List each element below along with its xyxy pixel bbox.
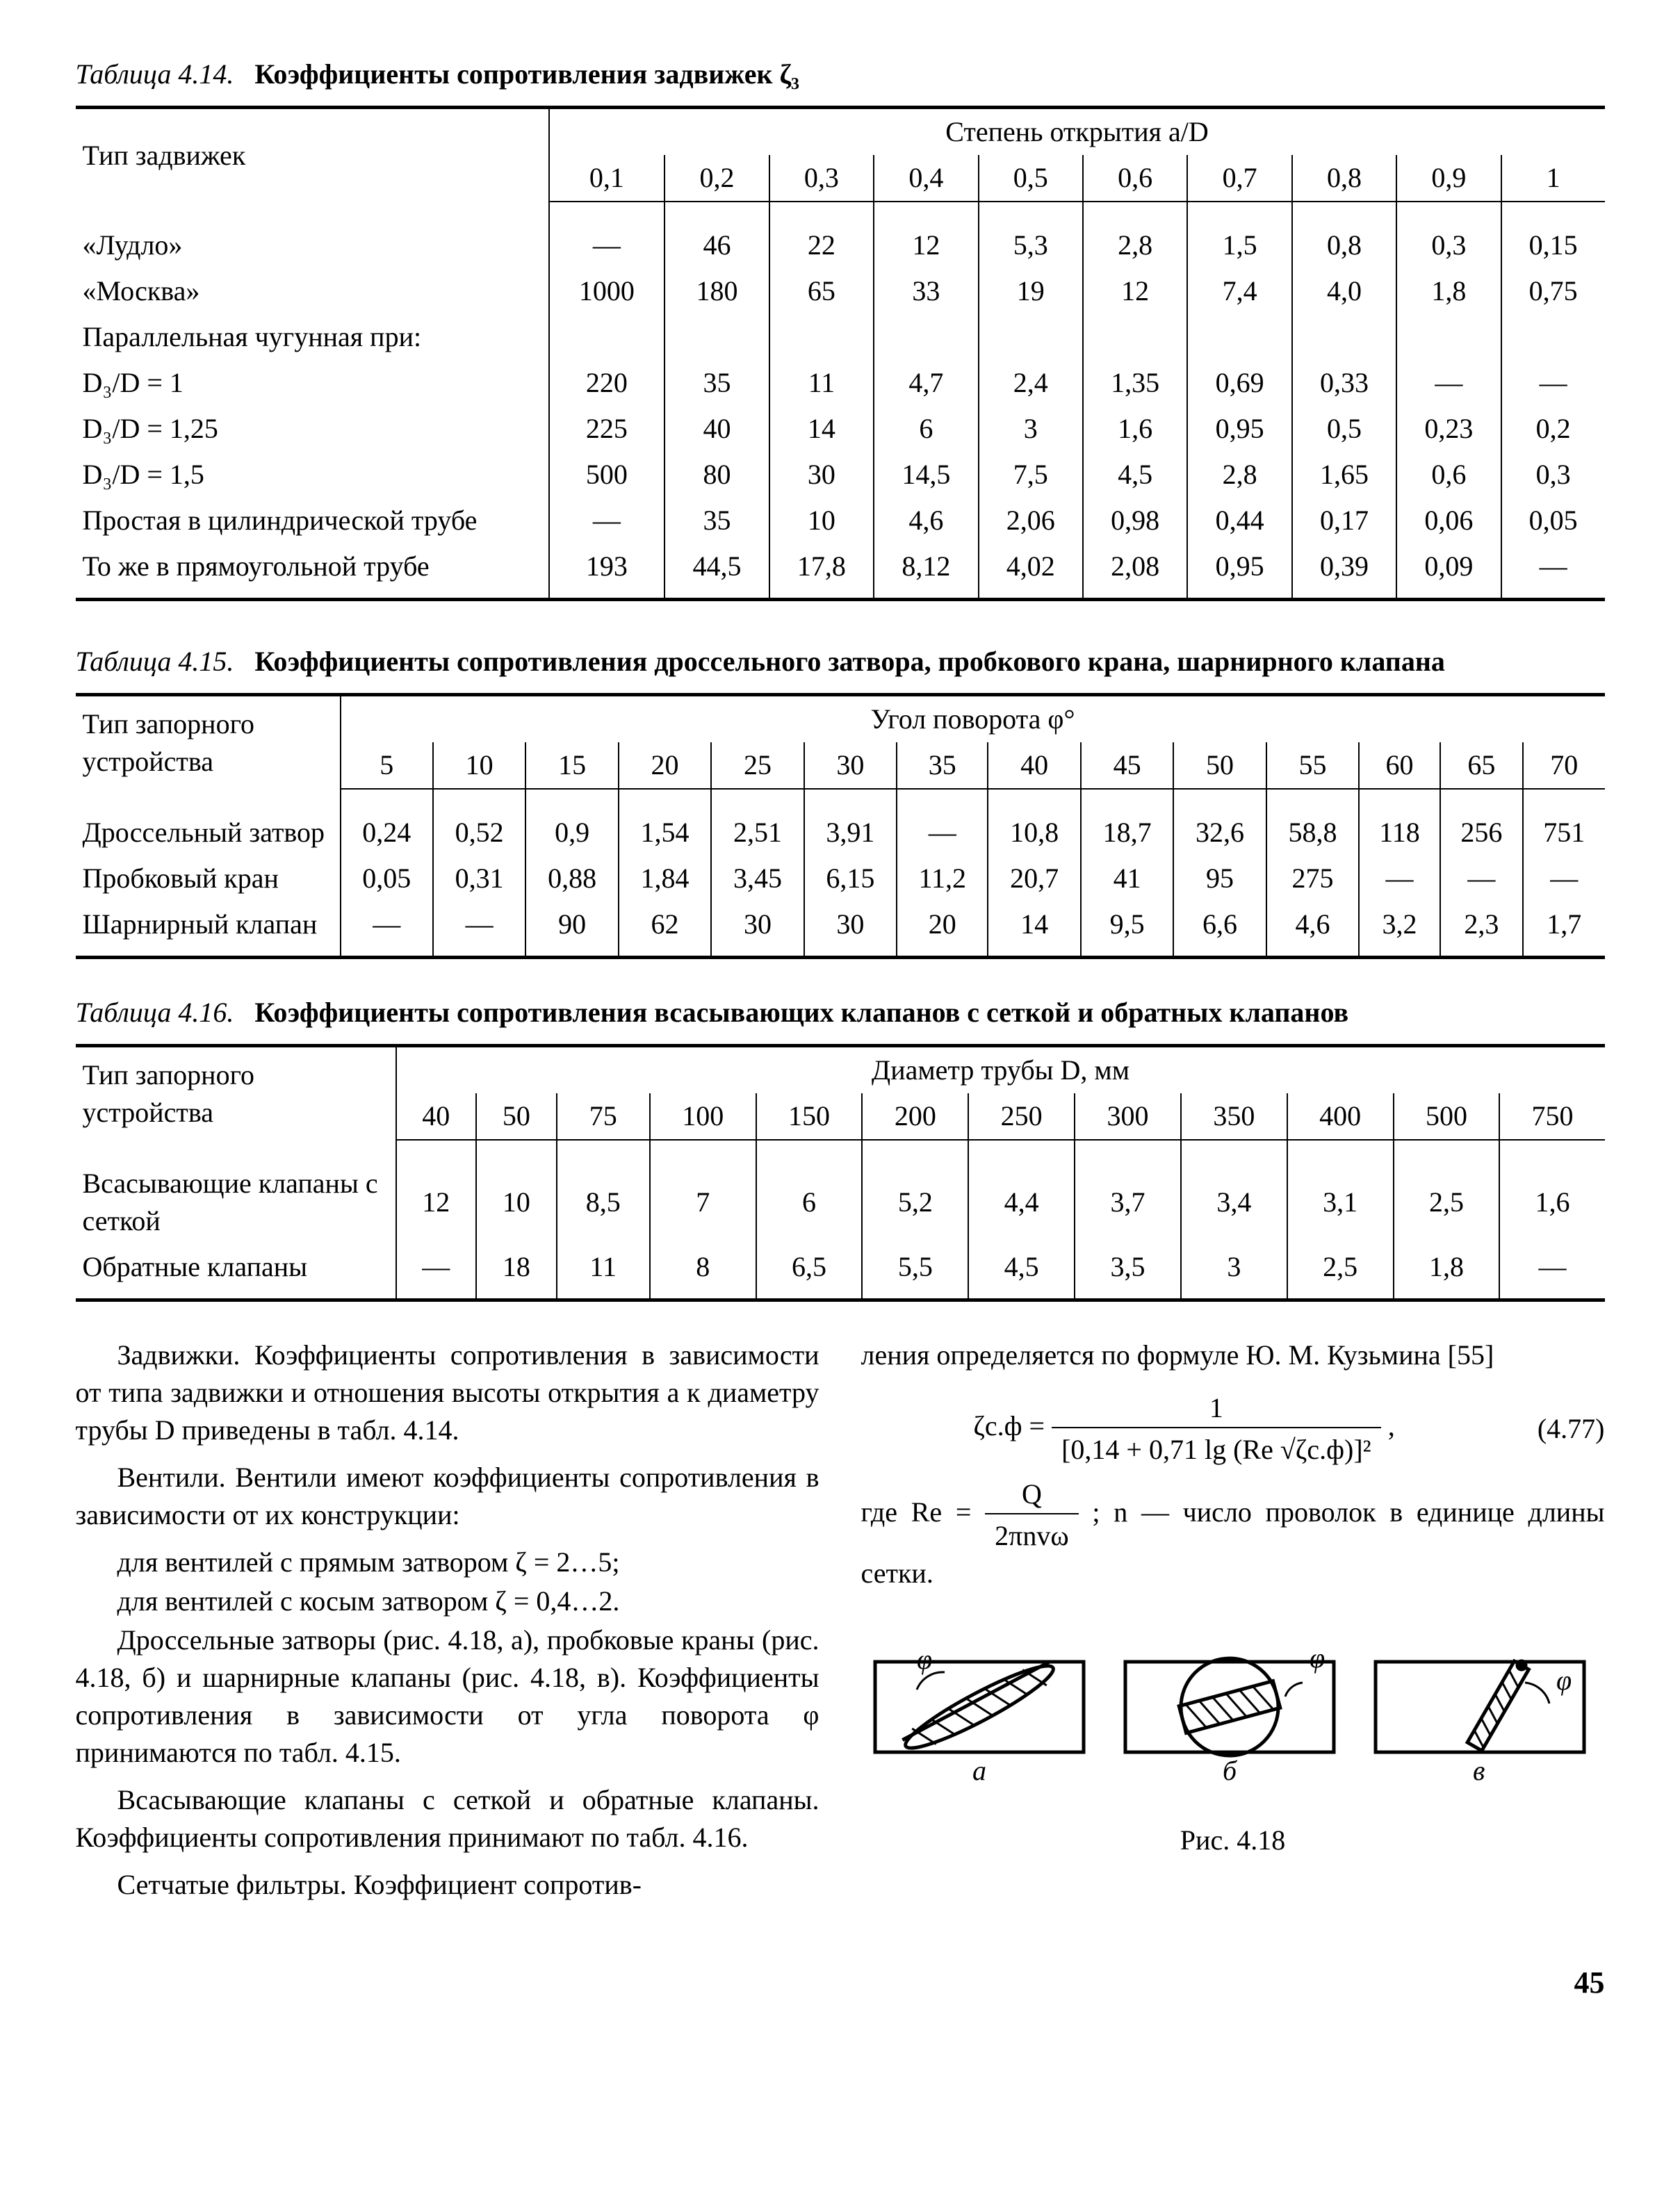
table-4-14-caption: Таблица 4.14. Коэффициенты сопротивления… (76, 56, 1605, 93)
phi-label: φ (1310, 1642, 1325, 1674)
table-4-16-caption: Таблица 4.16. Коэффициенты сопротивления… (76, 994, 1605, 1031)
equation-4-77: ζс.ф = 1 [0,14 + 0,71 lg (Re √ζс.ф)]² , … (861, 1389, 1605, 1469)
paragraph: Вентили. Вентили имеют коэффициенты со­п… (76, 1459, 819, 1534)
paragraph: Задвижки. Коэффициенты сопротивления в з… (76, 1337, 819, 1449)
caption-name: Таблица 4.16. (76, 997, 234, 1028)
re-denominator: 2πnvω (985, 1513, 1079, 1555)
text-run: где Re = (861, 1496, 986, 1528)
paragraph: ления определяется по формуле Ю. М. Кузь… (861, 1337, 1605, 1374)
body-text: Задвижки. Коэффициенты сопротивления в з… (76, 1337, 1605, 1913)
caption-title: Коэффициенты сопротивления дроссельного … (254, 646, 1445, 677)
eq-lhs: ζс.ф = (973, 1410, 1045, 1441)
paragraph: для вентилей с прямым затвором ζ = 2…5; (76, 1544, 819, 1581)
figure-4-18: φ φ φ а б в Рис. 4.18 (861, 1620, 1605, 1859)
caption-title: Коэффициенты сопротивления задвижек ζ₃ (254, 58, 799, 90)
phi-label: φ (1556, 1665, 1572, 1696)
paragraph: где Re = Q 2πnvω ; n — число проволок в … (861, 1476, 1605, 1592)
phi-label: φ (917, 1644, 932, 1675)
equation-number: (4.77) (1508, 1410, 1605, 1448)
paragraph: для вентилей с косым затвором ζ = 0,4…2. (76, 1583, 819, 1620)
caption-title: Коэффициенты сопротивления всасывающих к… (254, 997, 1348, 1028)
table-4-15: Тип запорного устройстваУгол поворота φ°… (76, 693, 1605, 959)
right-column: ления определяется по формуле Ю. М. Кузь… (861, 1337, 1605, 1913)
figure-caption: Рис. 4.18 (861, 1822, 1605, 1859)
paragraph: Сетчатые фильтры. Коэффициент сопротив- (76, 1866, 819, 1904)
table-4-16: Тип запорного устройстваДиаметр трубы D,… (76, 1044, 1605, 1302)
left-column: Задвижки. Коэффициенты сопротивления в з… (76, 1337, 819, 1913)
table-4-15-caption: Таблица 4.15. Коэффициенты сопротивления… (76, 643, 1605, 680)
figure-svg: φ φ φ а б в (861, 1620, 1598, 1815)
re-numerator: Q (985, 1476, 1079, 1513)
paragraph: Дроссельные затворы (рис. 4.18, а), проб… (76, 1621, 819, 1772)
fig-label-a: а (972, 1755, 986, 1786)
eq-numerator: 1 (1052, 1389, 1381, 1427)
caption-name: Таблица 4.14. (76, 58, 234, 90)
fig-label-c: в (1473, 1755, 1485, 1786)
caption-name: Таблица 4.15. (76, 646, 234, 677)
fig-label-b: б (1223, 1755, 1238, 1786)
table-4-14: Тип задвижекСтепень открытия a/D0,10,20,… (76, 106, 1605, 601)
eq-denominator: [0,14 + 0,71 lg (Re √ζс.ф)]² (1052, 1427, 1381, 1469)
paragraph: Всасывающие клапаны с сеткой и обратные … (76, 1781, 819, 1856)
page-number: 45 (76, 1962, 1605, 2003)
